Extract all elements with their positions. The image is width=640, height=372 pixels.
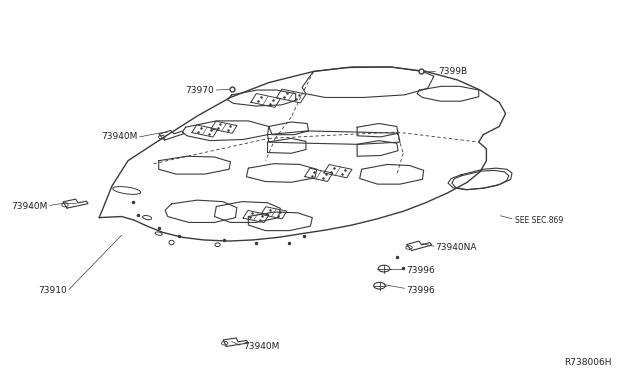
- Text: 7399B: 7399B: [438, 67, 468, 76]
- Text: R738006H: R738006H: [564, 358, 611, 367]
- Text: SEE SEC.869: SEE SEC.869: [515, 216, 563, 225]
- Text: 73940M: 73940M: [243, 342, 280, 351]
- Text: 73910: 73910: [38, 286, 67, 295]
- Text: 73940NA: 73940NA: [435, 243, 477, 252]
- Text: 73996: 73996: [406, 266, 435, 275]
- Text: 73940M: 73940M: [12, 202, 48, 211]
- Text: 73940M: 73940M: [101, 132, 138, 141]
- Text: 73996: 73996: [406, 286, 435, 295]
- Text: 73970: 73970: [186, 86, 214, 94]
